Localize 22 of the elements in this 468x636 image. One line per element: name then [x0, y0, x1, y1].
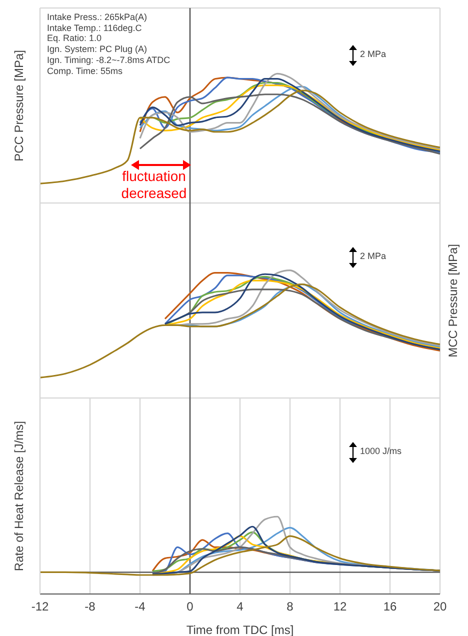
text: Ign. Timing: -8.2~-7.8ms ATDC	[47, 54, 170, 66]
text: 2 MPa	[360, 49, 386, 59]
x-tick-label: 8	[286, 600, 294, 614]
x-tick-label: 16	[383, 600, 397, 614]
text: Ign. System: PC Plug (A)	[47, 44, 148, 55]
y-axis-title: Rate of Heat Release [J/ms]	[12, 420, 26, 572]
text: Eq. Ratio: 1.0	[47, 33, 103, 44]
text: 2 MPa	[360, 251, 386, 261]
text: 1000 J/ms	[360, 446, 402, 456]
y2-axis-title: MCC Pressure [MPa]	[446, 244, 460, 358]
text: Intake Press.: 265kPa(A)	[47, 12, 148, 23]
annotation: fluctuation decreased	[120, 168, 188, 202]
x-tick-label: -8	[84, 600, 96, 614]
x-tick-label: 20	[433, 600, 447, 614]
x-tick-label: -12	[31, 600, 49, 614]
x-tick-label: -4	[134, 600, 146, 614]
annotation: Comp. Time: 55ms	[47, 66, 124, 76]
x-tick-label: 12	[333, 600, 347, 614]
y-axis-title: PCC Pressure [MPa]	[12, 50, 26, 162]
x-tick-label: 4	[236, 600, 244, 614]
x-tick-label: 0	[186, 600, 194, 614]
text: Intake Temp.: 116deg.C	[47, 22, 143, 34]
